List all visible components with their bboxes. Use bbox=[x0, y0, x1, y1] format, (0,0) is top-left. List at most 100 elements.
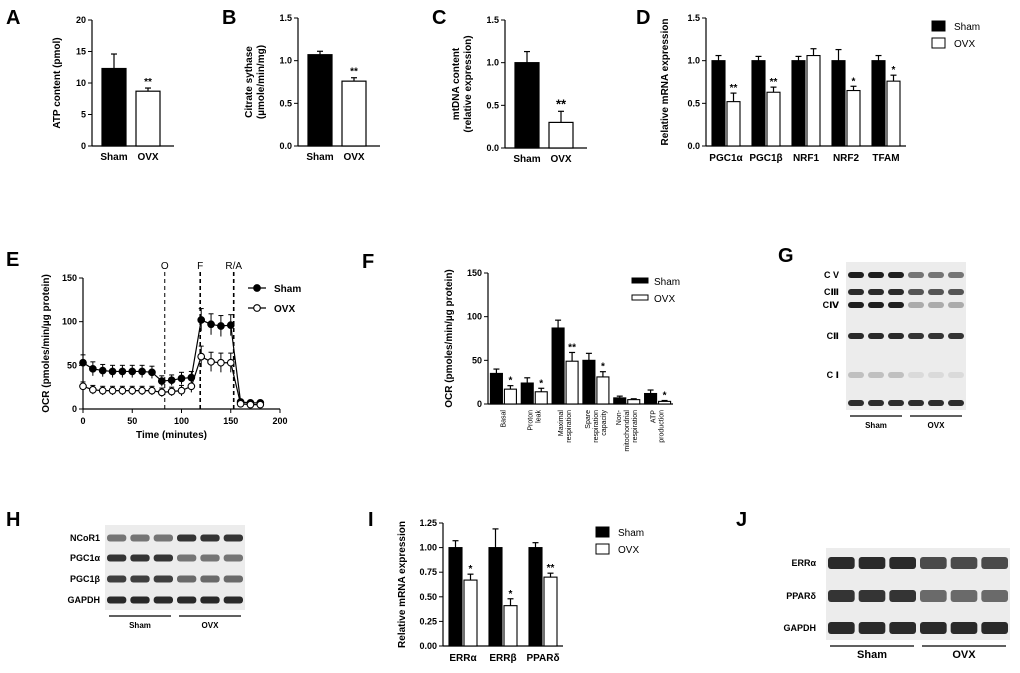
group-label-sham: Sham bbox=[129, 621, 151, 630]
legend-swatch-sham bbox=[931, 20, 946, 32]
bar-ovx bbox=[766, 91, 781, 147]
x-tick-label-c: Sham bbox=[513, 154, 540, 165]
bar-ovx bbox=[503, 605, 518, 647]
significance-mark-i: * bbox=[469, 564, 473, 575]
blot-band bbox=[153, 534, 173, 542]
x-tick-label-d: PGC1α bbox=[709, 153, 743, 164]
data-point-sham bbox=[167, 376, 176, 385]
panel-letter-j: J bbox=[736, 509, 747, 531]
blot-band bbox=[868, 333, 884, 339]
significance-mark-f: * bbox=[663, 391, 667, 402]
data-point-sham bbox=[207, 320, 215, 329]
blot-row-label: NCoR1 bbox=[70, 533, 100, 543]
y-axis-label-e: OCR (pmoles/min/µg protein) bbox=[41, 274, 52, 413]
blot-band bbox=[928, 372, 944, 378]
bar-sham bbox=[489, 372, 503, 405]
x-tick-label-d: NRF1 bbox=[793, 153, 820, 164]
bar-ovx bbox=[463, 579, 478, 647]
x-tick-label-e: 200 bbox=[272, 416, 287, 426]
x-tick-label-f: Basal bbox=[500, 410, 507, 428]
blot-band bbox=[107, 534, 127, 542]
data-point-ovx bbox=[226, 358, 235, 367]
data-point-sham bbox=[88, 364, 97, 373]
x-tick-label-f: Maximalrespiration bbox=[558, 410, 573, 443]
chart-f: 0 50 100 150 OCR (pmoles/min/µg protein) * Bas… bbox=[444, 268, 680, 452]
blot-band bbox=[848, 302, 864, 308]
y-tick-label-i: 0.00 bbox=[419, 641, 437, 651]
data-point-ovx bbox=[98, 386, 107, 395]
blot-band bbox=[107, 596, 127, 604]
data-point-ovx bbox=[246, 400, 255, 409]
blot-band bbox=[200, 575, 220, 583]
bar-sham bbox=[871, 60, 886, 147]
blot-band bbox=[928, 400, 944, 406]
bar-sham bbox=[488, 547, 503, 647]
y-tick-label-e: 0 bbox=[72, 404, 77, 414]
blot-band bbox=[920, 590, 947, 602]
blot-band bbox=[888, 372, 904, 378]
blot-g: C V CⅢ CⅣ CⅡ C Ⅰ Sham OVX bbox=[823, 262, 966, 430]
data-point-ovx bbox=[148, 386, 156, 395]
blot-band bbox=[888, 302, 904, 308]
blot-band bbox=[920, 557, 947, 569]
x-tick-label-f: Protonleak bbox=[527, 410, 542, 431]
significance-mark-d: * bbox=[892, 65, 896, 76]
blot-band bbox=[948, 289, 964, 295]
blot-band bbox=[223, 554, 243, 562]
blot-band bbox=[868, 372, 884, 378]
y-axis-label-a: ATP content (pmol) bbox=[52, 37, 63, 128]
data-point-ovx bbox=[88, 385, 97, 394]
data-point-sham bbox=[148, 368, 156, 377]
legend-label-ovx: OVX bbox=[274, 304, 295, 315]
blot-row-label: C Ⅰ bbox=[827, 370, 839, 380]
group-label-sham: Sham bbox=[865, 421, 887, 430]
chart-a: 0 5 10 15 20 ATP content (pmol) Sham OVX ** bbox=[52, 15, 174, 163]
blot-band bbox=[888, 400, 904, 406]
y-tick-label-f: 0 bbox=[477, 399, 482, 409]
blot-band bbox=[153, 575, 173, 583]
bar-sham bbox=[751, 60, 766, 147]
bar-sham bbox=[831, 60, 846, 147]
blot-band bbox=[908, 302, 924, 308]
blot-band bbox=[928, 333, 944, 339]
blot-g-loading bbox=[848, 400, 964, 406]
legend-label-ovx: OVX bbox=[654, 294, 675, 305]
blot-band bbox=[908, 272, 924, 278]
bar-sham bbox=[528, 547, 543, 647]
legend-label-sham: Sham bbox=[954, 22, 980, 33]
blot-band bbox=[928, 302, 944, 308]
significance-mark-b: ** bbox=[350, 67, 358, 78]
data-point-ovx bbox=[118, 386, 127, 395]
blot-h: NCoR1 PGC1α PGC1β GAPDH Sham OVX bbox=[67, 525, 245, 630]
bar-sham bbox=[448, 547, 463, 647]
data-point-ovx bbox=[108, 386, 117, 395]
blot-band bbox=[200, 596, 220, 604]
legend-swatch-ovx bbox=[931, 37, 946, 49]
data-point-ovx bbox=[79, 382, 87, 391]
data-point-ovx bbox=[256, 400, 265, 409]
significance-mark-d: ** bbox=[730, 83, 738, 94]
significance-mark-d: ** bbox=[770, 77, 778, 88]
blot-j: ERRα PPARδ GAPDH Sham OVX bbox=[783, 548, 1010, 661]
panel-letter-c: C bbox=[432, 7, 446, 29]
blot-band bbox=[200, 534, 220, 542]
blot-band bbox=[107, 554, 127, 562]
significance-mark-c: ** bbox=[556, 96, 567, 111]
significance-mark-f: * bbox=[508, 376, 512, 387]
blot-band bbox=[889, 590, 916, 602]
legend-label-sham: Sham bbox=[618, 528, 644, 539]
blot-band bbox=[848, 272, 864, 278]
blot-row-label: C V bbox=[824, 270, 839, 280]
blot-band bbox=[848, 289, 864, 295]
bar-sham bbox=[520, 382, 534, 405]
y-tick-label-c: 0.0 bbox=[486, 143, 499, 153]
legend-marker-ovx bbox=[253, 304, 261, 312]
data-point-sham bbox=[197, 316, 206, 324]
data-point-sham bbox=[226, 321, 235, 330]
group-label-sham: Sham bbox=[857, 649, 887, 661]
x-tick-label-a: OVX bbox=[137, 152, 158, 163]
y-tick-label-a: 15 bbox=[76, 47, 86, 57]
group-label-ovx: OVX bbox=[928, 421, 946, 430]
bar-sham bbox=[644, 392, 658, 405]
y-tick-label-f: 50 bbox=[472, 355, 482, 365]
